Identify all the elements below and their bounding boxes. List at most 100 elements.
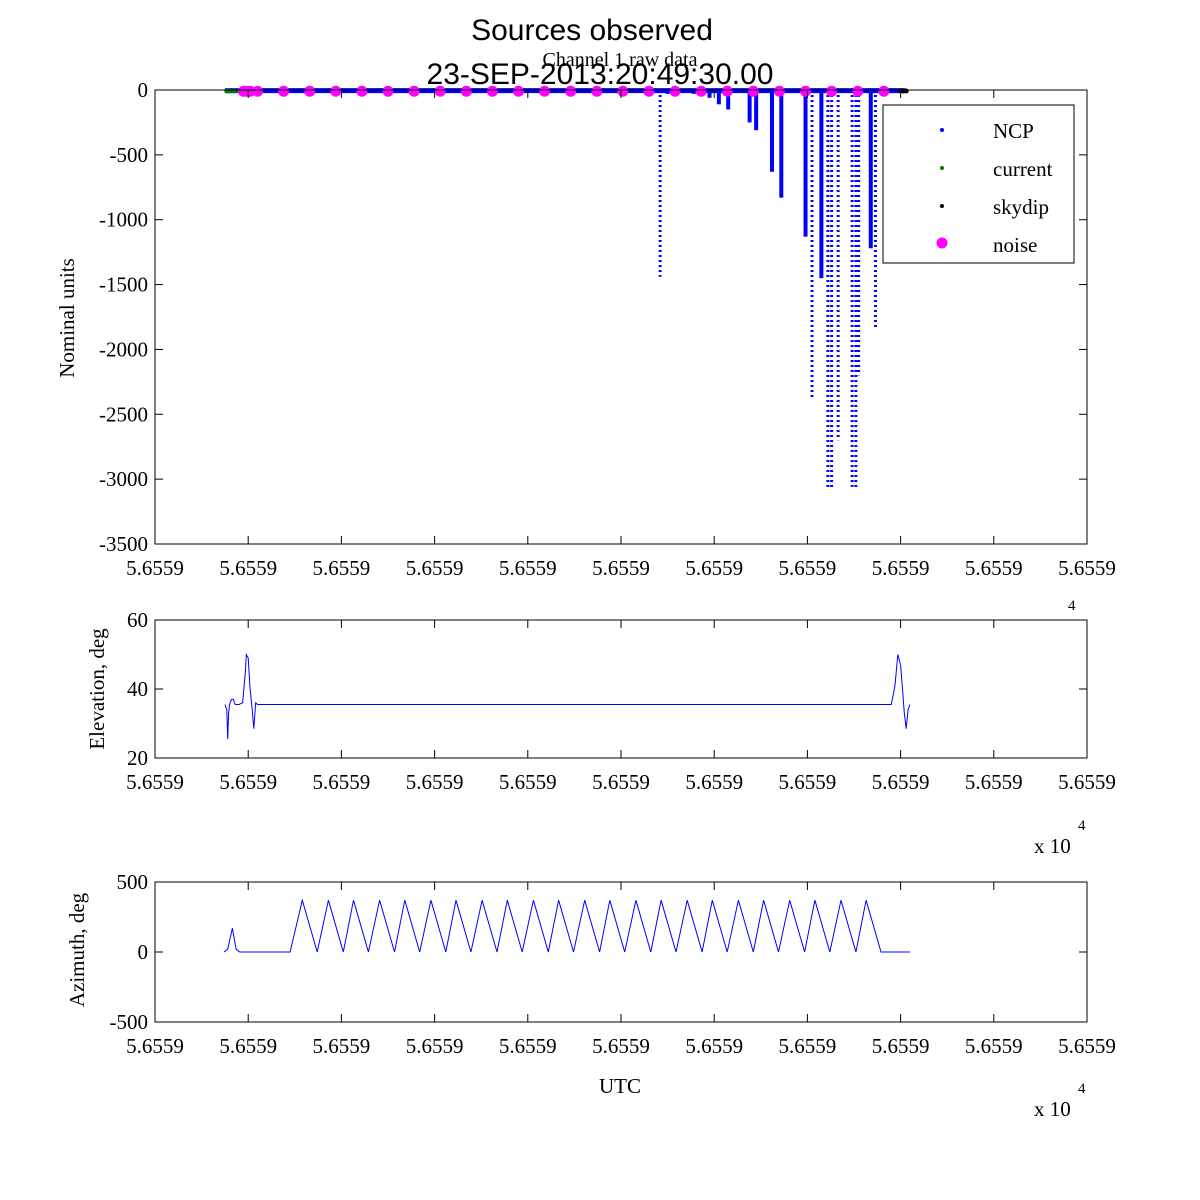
- figure-datetime: 23-SEP-2013:20:49:30.00: [427, 58, 774, 91]
- noise-point: [826, 85, 838, 97]
- elevation-y-tick-label: 20: [127, 746, 148, 770]
- azimuth-exponent-power: 4: [1078, 1081, 1086, 1097]
- raw-data-y-tick-label: -500: [110, 143, 149, 167]
- elevation-axes-box: [154, 619, 1088, 759]
- raw-data-y-tick-label: -3000: [99, 467, 148, 491]
- raw-data-y-ticks: 0 -500 -1000 -1500 -2000 -2500 -3000 -3500: [99, 78, 1087, 556]
- noise-point: [878, 85, 890, 97]
- raw-data-x-tick-label: 5.6559: [313, 556, 371, 580]
- legend: NCP current skydip noise: [882, 104, 1075, 264]
- azimuth-x-tick-label: 5.6559: [219, 1034, 277, 1058]
- raw-data-x-tick-label: 5.6559: [1058, 556, 1116, 580]
- legend-ncp-label: NCP: [993, 119, 1034, 143]
- azimuth-y-tick-label: 500: [117, 870, 149, 894]
- noise-point: [773, 85, 785, 97]
- elevation-plot-area: [224, 652, 911, 740]
- noise-point: [721, 85, 733, 97]
- noise-point: [852, 85, 864, 97]
- legend-noise-marker: [936, 237, 948, 249]
- azimuth-axes-box: [154, 881, 1088, 1023]
- noise-point: [304, 85, 316, 97]
- azimuth-y-tick-label: -500: [110, 1010, 149, 1034]
- noise-point: [408, 85, 420, 97]
- elevation-x-tick-label: 5.6559: [685, 770, 743, 794]
- noise-point: [330, 85, 342, 97]
- noise-point: [617, 85, 629, 97]
- raw-data-y-tick-label: -3500: [99, 532, 148, 556]
- raw-data-x-ticks: 5.6559 5.6559 5.6559 5.6559 5.6559 5.6559 5.65…: [126, 90, 1116, 580]
- raw-data-ylabel: Nominal units: [55, 258, 79, 378]
- elevation-x-tick-label: 5.6559: [219, 770, 277, 794]
- raw-data-x-tick-label: 5.6559: [872, 556, 930, 580]
- elevation-x-tick-label: 5.6559: [313, 770, 371, 794]
- raw-data-y-tick-label: -1500: [99, 273, 148, 297]
- noise-point: [434, 85, 446, 97]
- current-point: [231, 88, 237, 94]
- elevation-x-tick-label: 5.6559: [126, 770, 184, 794]
- legend-box: [882, 104, 1075, 264]
- raw-data-y-tick-label: -2000: [99, 337, 148, 361]
- azimuth-x-tick-label: 5.6559: [1058, 1034, 1116, 1058]
- noise-point: [512, 85, 524, 97]
- elevation-y-ticks: 20 40 60: [127, 608, 1087, 770]
- elevation-x-tick-label: 5.6559: [965, 770, 1023, 794]
- azimuth-exponent-base: x 10: [1034, 1097, 1071, 1121]
- raw-data-x-tick-label: 5.6559: [406, 556, 464, 580]
- legend-current-label: current: [993, 157, 1053, 181]
- elevation-series-line: [224, 652, 911, 740]
- noise-point: [565, 85, 577, 97]
- raw-data-x-tick-label: 5.6559: [965, 556, 1023, 580]
- elevation-x-tick-label: 5.6559: [592, 770, 650, 794]
- azimuth-x-tick-label: 5.6559: [313, 1034, 371, 1058]
- azimuth-y-tick-label: 0: [138, 940, 149, 964]
- panel-title: Channel 1 raw data: [543, 49, 698, 71]
- raw-data-y-tick-label: -1000: [99, 208, 148, 232]
- azimuth-x-tick-label: 5.6559: [499, 1034, 557, 1058]
- elevation-x-tick-label: 5.6559: [779, 770, 837, 794]
- azimuth-x-tick-label: 5.6559: [406, 1034, 464, 1058]
- elevation-ylabel: Elevation, deg: [85, 628, 109, 750]
- legend-noise-label: noise: [993, 233, 1037, 257]
- noise-point: [486, 85, 498, 97]
- legend-current-marker: [940, 166, 944, 170]
- azimuth-x-tick-label: 5.6559: [592, 1034, 650, 1058]
- elevation-exponent-power: 4: [1078, 818, 1086, 834]
- raw-data-panel: 5.6559 5.6559 5.6559 5.6559 5.6559 5.6559 5.65…: [55, 78, 1116, 580]
- azimuth-x-tick-label: 5.6559: [965, 1034, 1023, 1058]
- figure-title: Sources observed: [471, 14, 713, 47]
- legend-skydip-marker: [940, 204, 944, 208]
- noise-point: [800, 85, 812, 97]
- azimuth-x-tick-label: 5.6559: [872, 1034, 930, 1058]
- elevation-x-tick-label: 5.6559: [872, 770, 930, 794]
- legend-skydip-label: skydip: [993, 195, 1049, 219]
- azimuth-x-ticks: 5.6559 5.6559 5.6559 5.6559 5.6559 5.6559 5.65…: [126, 882, 1116, 1058]
- azimuth-y-ticks: -500 0 500: [110, 870, 1087, 1034]
- noise-point: [356, 85, 368, 97]
- noise-point: [695, 85, 707, 97]
- raw-data-x-tick-label: 5.6559: [592, 556, 650, 580]
- noise-point: [382, 85, 394, 97]
- raw-data-x-tick-label: 5.6559: [685, 556, 743, 580]
- elevation-x-ticks: 5.6559 5.6559 5.6559 5.6559 5.6559 5.6559 5.65…: [126, 620, 1116, 794]
- azimuth-ylabel: Azimuth, deg: [65, 892, 89, 1007]
- elevation-panel: 5.6559 5.6559 5.6559 5.6559 5.6559 5.6559 5.65…: [85, 598, 1116, 858]
- raw-data-y-tick-label: 0: [138, 78, 149, 102]
- current-point: [227, 88, 233, 94]
- raw-data-x-tick-label: 5.6559: [126, 556, 184, 580]
- elevation-exponent-base: x 10: [1034, 834, 1071, 858]
- elevation-exponent-top: 4: [1068, 598, 1076, 614]
- azimuth-series-line: [223, 898, 910, 953]
- noise-point: [278, 85, 290, 97]
- azimuth-x-tick-label: 5.6559: [126, 1034, 184, 1058]
- elevation-x-tick-label: 5.6559: [406, 770, 464, 794]
- azimuth-xlabel: UTC: [599, 1074, 641, 1098]
- noise-point: [591, 85, 603, 97]
- legend-ncp-marker: [940, 128, 944, 132]
- noise-point: [460, 85, 472, 97]
- azimuth-x-tick-label: 5.6559: [685, 1034, 743, 1058]
- elevation-x-tick-label: 5.6559: [499, 770, 557, 794]
- azimuth-x-tick-label: 5.6559: [779, 1034, 837, 1058]
- noise-point: [252, 85, 264, 97]
- noise-point: [643, 85, 655, 97]
